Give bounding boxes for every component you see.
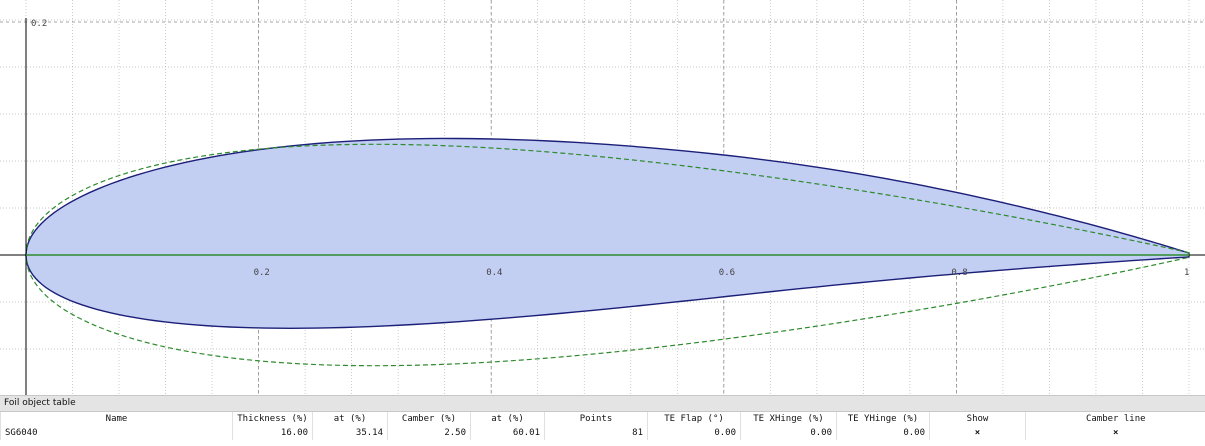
column-header-te-xhinge[interactable]: TE XHinge (%) xyxy=(741,412,837,426)
foil-shape xyxy=(26,138,1189,328)
column-header-te-yhinge[interactable]: TE YHinge (%) xyxy=(837,412,930,426)
cell-thickness-at[interactable]: 35.14 xyxy=(313,426,388,440)
table-row[interactable]: SG6040 16.00 35.14 2.50 60.01 81 0.00 0.… xyxy=(1,426,1205,440)
column-header-show[interactable]: Show xyxy=(930,412,1026,426)
x-axis-tick-label: 1 xyxy=(1184,268,1189,278)
column-header-camber[interactable]: Camber (%) xyxy=(388,412,471,426)
camber-line-checkbox[interactable]: × xyxy=(1026,426,1205,440)
column-header-camber-at[interactable]: at (%) xyxy=(471,412,545,426)
cell-thickness[interactable]: 16.00 xyxy=(233,426,313,440)
column-header-points[interactable]: Points xyxy=(545,412,648,426)
column-header-name[interactable]: Name xyxy=(1,412,233,426)
column-header-thickness-at[interactable]: at (%) xyxy=(313,412,388,426)
table-title: Foil object table xyxy=(0,396,1205,412)
show-checkbox[interactable]: × xyxy=(930,426,1026,440)
table-header-row: Name Thickness (%) at (%) Camber (%) at … xyxy=(1,412,1205,426)
cell-camber[interactable]: 2.50 xyxy=(388,426,471,440)
y-axis-tick-label: 0.2 xyxy=(31,19,47,29)
cell-te-xhinge[interactable]: 0.00 xyxy=(741,426,837,440)
x-axis-tick-label: 0.4 xyxy=(486,268,502,278)
foil-object-table[interactable]: Name Thickness (%) at (%) Camber (%) at … xyxy=(0,412,1205,440)
cell-te-yhinge[interactable]: 0.00 xyxy=(837,426,930,440)
foil-plot-canvas[interactable]: 0.2 0.2 0.4 0.6 0.8 1 xyxy=(0,0,1205,395)
x-axis-tick-label: 0.6 xyxy=(719,268,735,278)
foil-plot-area[interactable]: 0.2 0.2 0.4 0.6 0.8 1 xyxy=(0,0,1205,395)
foil-object-table-panel: Foil object table Name Thickness (%) at … xyxy=(0,395,1205,446)
cell-name[interactable]: SG6040 xyxy=(1,426,233,440)
column-header-thickness[interactable]: Thickness (%) xyxy=(233,412,313,426)
column-header-camber-line[interactable]: Camber line xyxy=(1026,412,1205,426)
x-axis-tick-label: 0.8 xyxy=(951,268,967,278)
cell-points[interactable]: 81 xyxy=(545,426,648,440)
x-axis-tick-label: 0.2 xyxy=(254,268,270,278)
cell-camber-at[interactable]: 60.01 xyxy=(471,426,545,440)
cell-te-flap[interactable]: 0.00 xyxy=(648,426,741,440)
column-header-te-flap[interactable]: TE Flap (°) xyxy=(648,412,741,426)
